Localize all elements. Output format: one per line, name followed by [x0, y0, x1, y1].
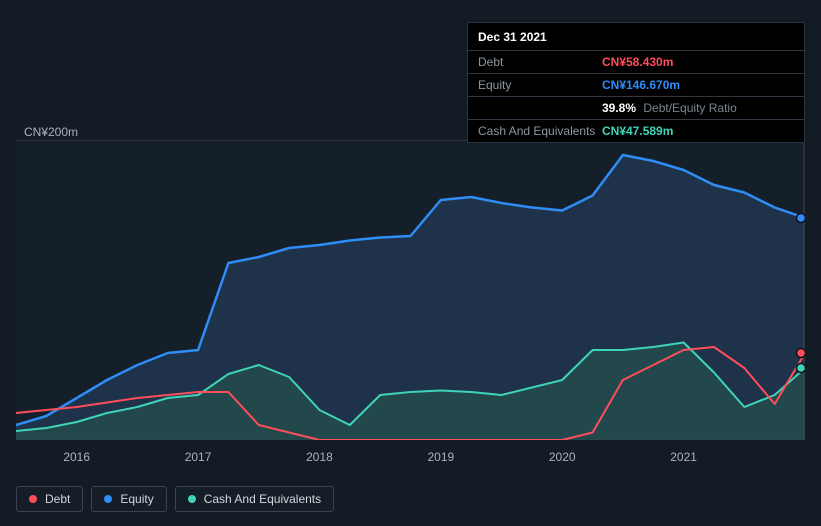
- legend-dot-icon: [188, 495, 196, 503]
- tooltip-value: 39.8% Debt/Equity Ratio: [602, 101, 737, 115]
- x-axis-labels: 2016 2017 2018 2019 2020 2021: [16, 450, 805, 466]
- chart-tooltip: Dec 31 2021 Debt CN¥58.430m Equity CN¥14…: [467, 22, 805, 143]
- ratio-pct: 39.8%: [602, 101, 636, 115]
- tooltip-label: Debt: [478, 55, 602, 69]
- tooltip-label: Equity: [478, 78, 602, 92]
- tooltip-value: CN¥47.589m: [602, 124, 673, 138]
- tooltip-row-ratio: 39.8% Debt/Equity Ratio: [468, 97, 804, 120]
- tooltip-title: Dec 31 2021: [468, 23, 804, 51]
- tooltip-row-cash: Cash And Equivalents CN¥47.589m: [468, 120, 804, 142]
- legend-label: Cash And Equivalents: [204, 492, 321, 506]
- chart-container: Dec 31 2021 Debt CN¥58.430m Equity CN¥14…: [0, 0, 821, 526]
- legend-label: Debt: [45, 492, 70, 506]
- legend-label: Equity: [120, 492, 153, 506]
- chart-svg: [16, 140, 805, 440]
- chart-plot-area[interactable]: [16, 140, 805, 440]
- x-axis-tick: 2021: [670, 450, 697, 464]
- tooltip-label: [478, 101, 602, 115]
- legend-item-equity[interactable]: Equity: [91, 486, 166, 512]
- chart-legend: Debt Equity Cash And Equivalents: [16, 486, 334, 512]
- tooltip-row-equity: Equity CN¥146.670m: [468, 74, 804, 97]
- x-axis-tick: 2020: [549, 450, 576, 464]
- tooltip-label: Cash And Equivalents: [478, 124, 602, 138]
- legend-item-cash[interactable]: Cash And Equivalents: [175, 486, 334, 512]
- x-axis-tick: 2019: [427, 450, 454, 464]
- y-axis-label-max: CN¥200m: [24, 125, 78, 139]
- ratio-note: Debt/Equity Ratio: [643, 101, 736, 115]
- x-axis-tick: 2017: [185, 450, 212, 464]
- legend-dot-icon: [104, 495, 112, 503]
- x-axis-tick: 2018: [306, 450, 333, 464]
- tooltip-row-debt: Debt CN¥58.430m: [468, 51, 804, 74]
- x-axis-tick: 2016: [63, 450, 90, 464]
- tooltip-value: CN¥146.670m: [602, 78, 680, 92]
- legend-item-debt[interactable]: Debt: [16, 486, 83, 512]
- tooltip-value: CN¥58.430m: [602, 55, 673, 69]
- legend-dot-icon: [29, 495, 37, 503]
